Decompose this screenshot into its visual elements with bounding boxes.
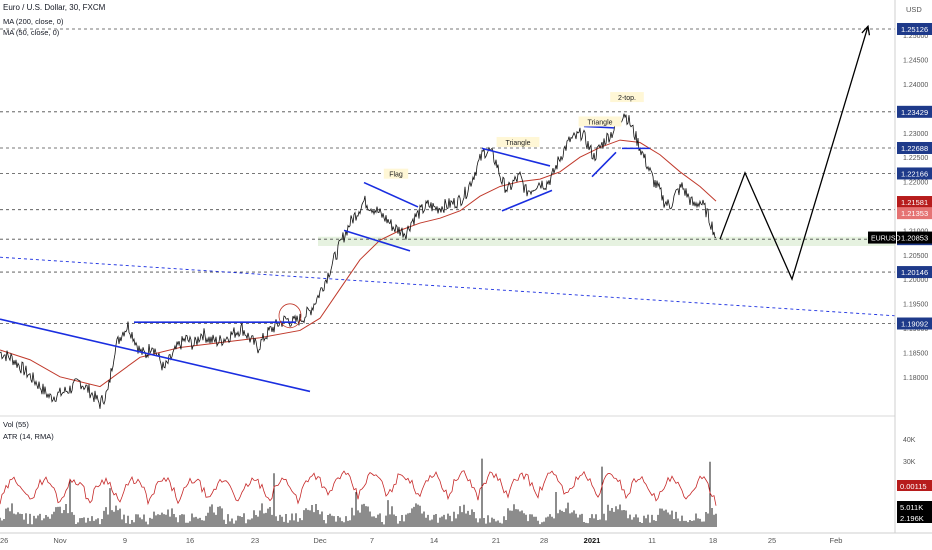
price-tick-label: 1.25000 xyxy=(903,33,928,40)
price-tick-label: 1.18000 xyxy=(903,375,928,382)
time-tick-label: 11 xyxy=(648,536,656,545)
time-tick-label: 16 xyxy=(186,536,194,545)
level-badge xyxy=(897,141,932,154)
price-series-layer xyxy=(0,113,717,409)
pattern-label: Flag xyxy=(389,172,403,179)
volume-badge xyxy=(897,501,932,512)
atr-line-layer xyxy=(0,470,717,506)
special-badge-label: 1.21353 xyxy=(901,209,928,218)
trendline xyxy=(583,125,615,129)
level-badge xyxy=(897,167,932,180)
time-tick-label: 14 xyxy=(430,536,438,545)
level-badge-label: 1.20146 xyxy=(901,268,928,277)
support-zone-layer xyxy=(318,236,895,246)
price-tick-label: 1.23000 xyxy=(903,131,928,138)
time-tick-label: 7 xyxy=(370,536,374,545)
level-badge-label: 1.19092 xyxy=(901,320,928,329)
atr-indicator-label[interactable]: ATR (14, RMA) xyxy=(3,432,54,441)
atr-line xyxy=(0,470,717,506)
volume-tick-label: 30K xyxy=(903,459,916,466)
time-tick-label: 9 xyxy=(123,536,127,545)
volume-indicator-label[interactable]: Vol (55) xyxy=(3,420,29,429)
projection-path xyxy=(719,26,869,282)
special-badge-label: 1.21581 xyxy=(901,198,928,207)
volume-badge-label: 0.00115 xyxy=(900,482,927,491)
symbol-tag xyxy=(868,231,896,244)
time-tick-label: 28 xyxy=(540,536,548,545)
price-tick-label: 1.20000 xyxy=(903,277,928,284)
price-tick-label: 1.24000 xyxy=(903,82,928,89)
pattern-label-bg xyxy=(578,116,622,127)
volume-badge-label: 2.196K xyxy=(900,514,924,523)
price-line xyxy=(0,113,717,409)
trendline xyxy=(591,151,617,178)
trendline xyxy=(0,318,311,393)
symbol-tag-label: EURUSD xyxy=(871,236,901,243)
time-tick-label: 18 xyxy=(709,536,717,545)
time-tick-label: Nov xyxy=(53,536,67,545)
time-tick-label: 21 xyxy=(492,536,500,545)
level-badge-label: 1.22688 xyxy=(901,144,928,153)
trendline xyxy=(343,229,411,252)
volume-tick-label: 40K xyxy=(903,437,916,444)
currency-label: USD xyxy=(906,5,922,14)
pattern-label-bg xyxy=(383,168,409,179)
projection-arrowhead xyxy=(861,24,871,36)
symbol-title: Euro / U.S. Dollar, 30, FXCM xyxy=(3,3,106,12)
trendline xyxy=(501,189,553,212)
indicator-ma50[interactable]: MA (50, close, 0) xyxy=(3,28,60,37)
level-badge xyxy=(897,266,932,279)
volume-badge-label: 5.011K xyxy=(900,503,923,512)
level-badge-label: 1.22166 xyxy=(901,169,928,178)
special-badge xyxy=(897,207,932,220)
pattern-label-bg xyxy=(610,92,644,103)
level-badge xyxy=(897,22,932,35)
price-scale-badges: 1.251261.234291.226881.221661.214241.208… xyxy=(868,22,932,330)
indicator-ma200[interactable]: MA (200, close, 0) xyxy=(3,17,64,26)
trendline xyxy=(363,181,419,208)
volume-badge xyxy=(897,480,932,491)
volume-bars-layer xyxy=(0,458,717,527)
price-tick-label: 1.22500 xyxy=(903,155,928,162)
volume-badge xyxy=(897,512,932,523)
price-tick-label: 1.24500 xyxy=(903,58,928,65)
special-badge xyxy=(897,231,932,244)
special-badge xyxy=(897,196,932,209)
special-badge-label: 1.20853 xyxy=(901,234,928,243)
pattern-label-bg xyxy=(496,136,540,147)
pattern-label: Triangle xyxy=(505,140,530,147)
pattern-label: Triangle xyxy=(587,119,612,126)
pattern-label: 2-top. xyxy=(618,95,636,102)
time-tick-label: 25 xyxy=(768,536,776,545)
time-tick-label: 26 xyxy=(0,536,8,545)
time-tick-label: 23 xyxy=(251,536,259,545)
price-tick-label: 1.22000 xyxy=(903,180,928,187)
time-tick-label: Feb xyxy=(830,536,843,545)
trendline xyxy=(481,147,551,167)
breakout-circle xyxy=(278,303,302,329)
time-axis-ticks[interactable]: 26 Nov 9 16 23 Dec 7 14 21 28 2021 11 18 25 Feb xyxy=(0,536,842,545)
trendline-layer[interactable] xyxy=(0,125,650,393)
pattern-labels-layer: Flag Triangle Triangle 2-top. xyxy=(383,92,644,179)
projection-layer[interactable] xyxy=(719,24,871,282)
time-tick-label: 2021 xyxy=(584,536,601,545)
level-badge xyxy=(897,317,932,330)
level-badge-label: 1.25126 xyxy=(901,25,928,34)
moving-average-layer xyxy=(0,139,717,388)
time-tick-label: Dec xyxy=(313,536,327,545)
level-badge-label: 1.23429 xyxy=(901,108,928,117)
support-zone xyxy=(318,236,895,246)
ma-line xyxy=(0,139,717,388)
price-tick-label: 1.20500 xyxy=(903,253,928,260)
price-tick-label: 1.18500 xyxy=(903,350,928,357)
price-tick-label: 1.19500 xyxy=(903,302,928,309)
level-badge xyxy=(897,105,932,118)
